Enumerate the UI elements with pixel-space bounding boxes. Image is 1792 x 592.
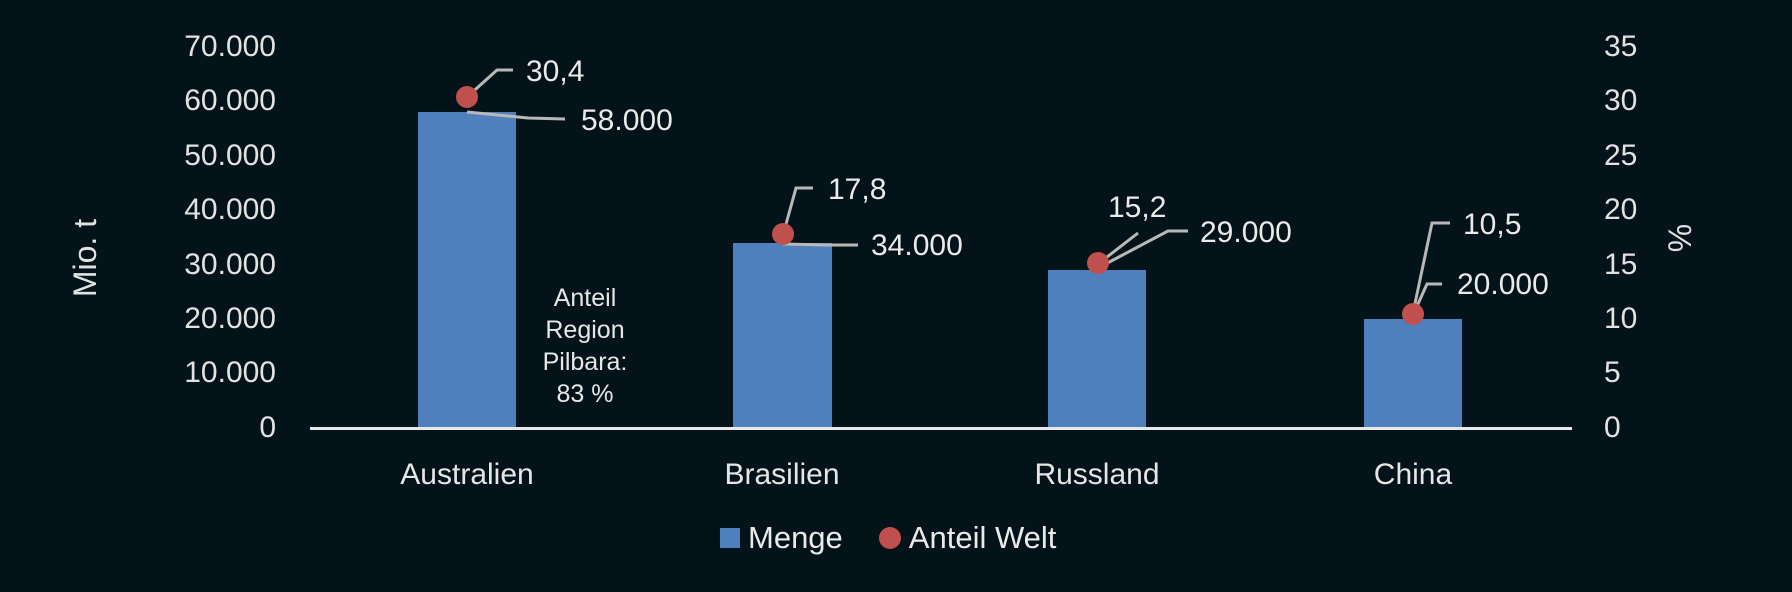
dot-china bbox=[1402, 303, 1424, 325]
category-label: Brasilien bbox=[724, 458, 840, 491]
category-label: China bbox=[1373, 458, 1453, 491]
dot-label-australien: 30,4 bbox=[526, 55, 585, 88]
left-tick: 50.000 bbox=[184, 139, 276, 172]
left-tick: 20.000 bbox=[184, 302, 276, 335]
bar-label-australien: 58.000 bbox=[581, 104, 673, 137]
legend-square-icon bbox=[720, 528, 740, 548]
right-axis-title: % bbox=[1662, 223, 1698, 253]
right-tick: 30 bbox=[1604, 84, 1638, 117]
legend-label-anteil-welt: Anteil Welt bbox=[908, 520, 1057, 555]
dot-brasilien bbox=[772, 223, 794, 245]
dot-russland bbox=[1087, 252, 1109, 274]
annotation-line: Pilbara: bbox=[542, 348, 628, 376]
category-label: Russland bbox=[1034, 458, 1160, 491]
left-axis-title: Mio. t bbox=[67, 218, 103, 298]
left-tick: 0 bbox=[259, 411, 276, 444]
bar-label-russland: 29.000 bbox=[1200, 216, 1292, 249]
dot-australien bbox=[456, 86, 478, 108]
dot-label-china: 10,5 bbox=[1463, 208, 1522, 241]
pilbara-annotation: Anteil Region Pilbara: 83 % bbox=[530, 282, 640, 410]
left-tick: 60.000 bbox=[184, 84, 276, 117]
x-axis-line bbox=[310, 427, 1572, 430]
right-tick: 25 bbox=[1604, 139, 1638, 172]
annotation-line: 83 % bbox=[556, 380, 614, 408]
right-tick: 10 bbox=[1604, 302, 1638, 335]
legend: Menge Anteil Welt bbox=[720, 520, 1056, 556]
bar-brasilien bbox=[733, 243, 832, 428]
bar-australien bbox=[418, 112, 516, 428]
legend-label-menge: Menge bbox=[748, 520, 843, 555]
left-tick: 10.000 bbox=[184, 356, 276, 389]
annotation-line: Anteil bbox=[553, 284, 617, 312]
right-tick: 35 bbox=[1604, 30, 1638, 63]
left-tick: 30.000 bbox=[184, 248, 276, 281]
dot-label-russland: 15,2 bbox=[1108, 191, 1167, 224]
annotation-line: Region bbox=[545, 316, 625, 344]
right-tick: 15 bbox=[1604, 248, 1638, 281]
bar-label-china: 20.000 bbox=[1457, 268, 1549, 301]
bar-china bbox=[1364, 319, 1462, 428]
dot-label-brasilien: 17,8 bbox=[828, 173, 887, 206]
right-tick: 5 bbox=[1604, 356, 1621, 389]
category-label: Australien bbox=[400, 458, 534, 491]
legend-circle-icon bbox=[878, 527, 901, 549]
left-tick: 40.000 bbox=[184, 193, 276, 226]
bar-label-brasilien: 34.000 bbox=[871, 229, 963, 262]
left-tick: 70.000 bbox=[184, 30, 276, 63]
right-tick: 0 bbox=[1604, 411, 1621, 444]
bar-russland bbox=[1048, 270, 1146, 428]
right-tick: 20 bbox=[1604, 193, 1638, 226]
